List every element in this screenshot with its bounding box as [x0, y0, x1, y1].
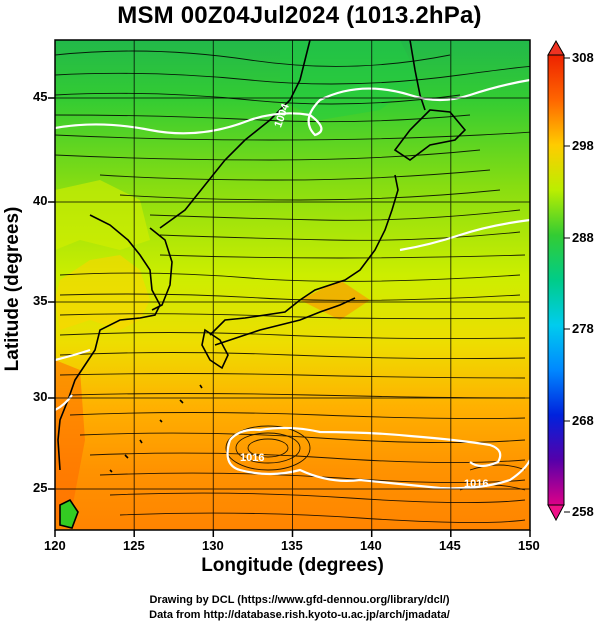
x-tick-label: 135: [281, 538, 303, 553]
credit-data: Data from http://database.rish.kyoto-u.a…: [149, 609, 450, 621]
isobars: [55, 78, 530, 490]
y-tick-label: 40: [33, 193, 48, 208]
y-tick-label: 45: [33, 89, 48, 104]
colorbar-label: 308: [572, 50, 594, 65]
wind-streamlines: [55, 50, 530, 524]
y-axis-label: Latitude (degrees): [2, 206, 23, 372]
x-tick-label: 125: [123, 538, 145, 553]
colorbar-label: 258: [572, 504, 594, 519]
x-tick-label: 150: [518, 538, 540, 553]
colorbar-label: 288: [572, 230, 594, 245]
y-tick-label: 25: [33, 480, 48, 495]
isobar-label: 1016: [464, 478, 488, 490]
x-tick-label: 120: [44, 538, 66, 553]
x-axis-label: Longitude (degrees): [201, 555, 384, 576]
colorbar-label: 268: [572, 413, 594, 428]
x-tick-label: 145: [439, 538, 461, 553]
colorbar-label: 278: [572, 321, 594, 336]
x-tick-label: 140: [360, 538, 382, 553]
map-title: MSM 00Z04Jul2024 (1013.2hPa): [117, 2, 482, 29]
x-tick-label: 130: [202, 538, 224, 553]
isobar-label: 1016: [240, 452, 264, 464]
lat-lon-grid: [55, 40, 530, 530]
colorbar: [547, 39, 570, 522]
y-tick-label: 35: [33, 293, 48, 308]
y-tick-label: 30: [33, 389, 48, 404]
coastlines: [57, 40, 467, 529]
colorbar-label: 298: [572, 138, 594, 153]
credit-drawing: Drawing by DCL (https://www.gfd-dennou.o…: [149, 594, 450, 606]
